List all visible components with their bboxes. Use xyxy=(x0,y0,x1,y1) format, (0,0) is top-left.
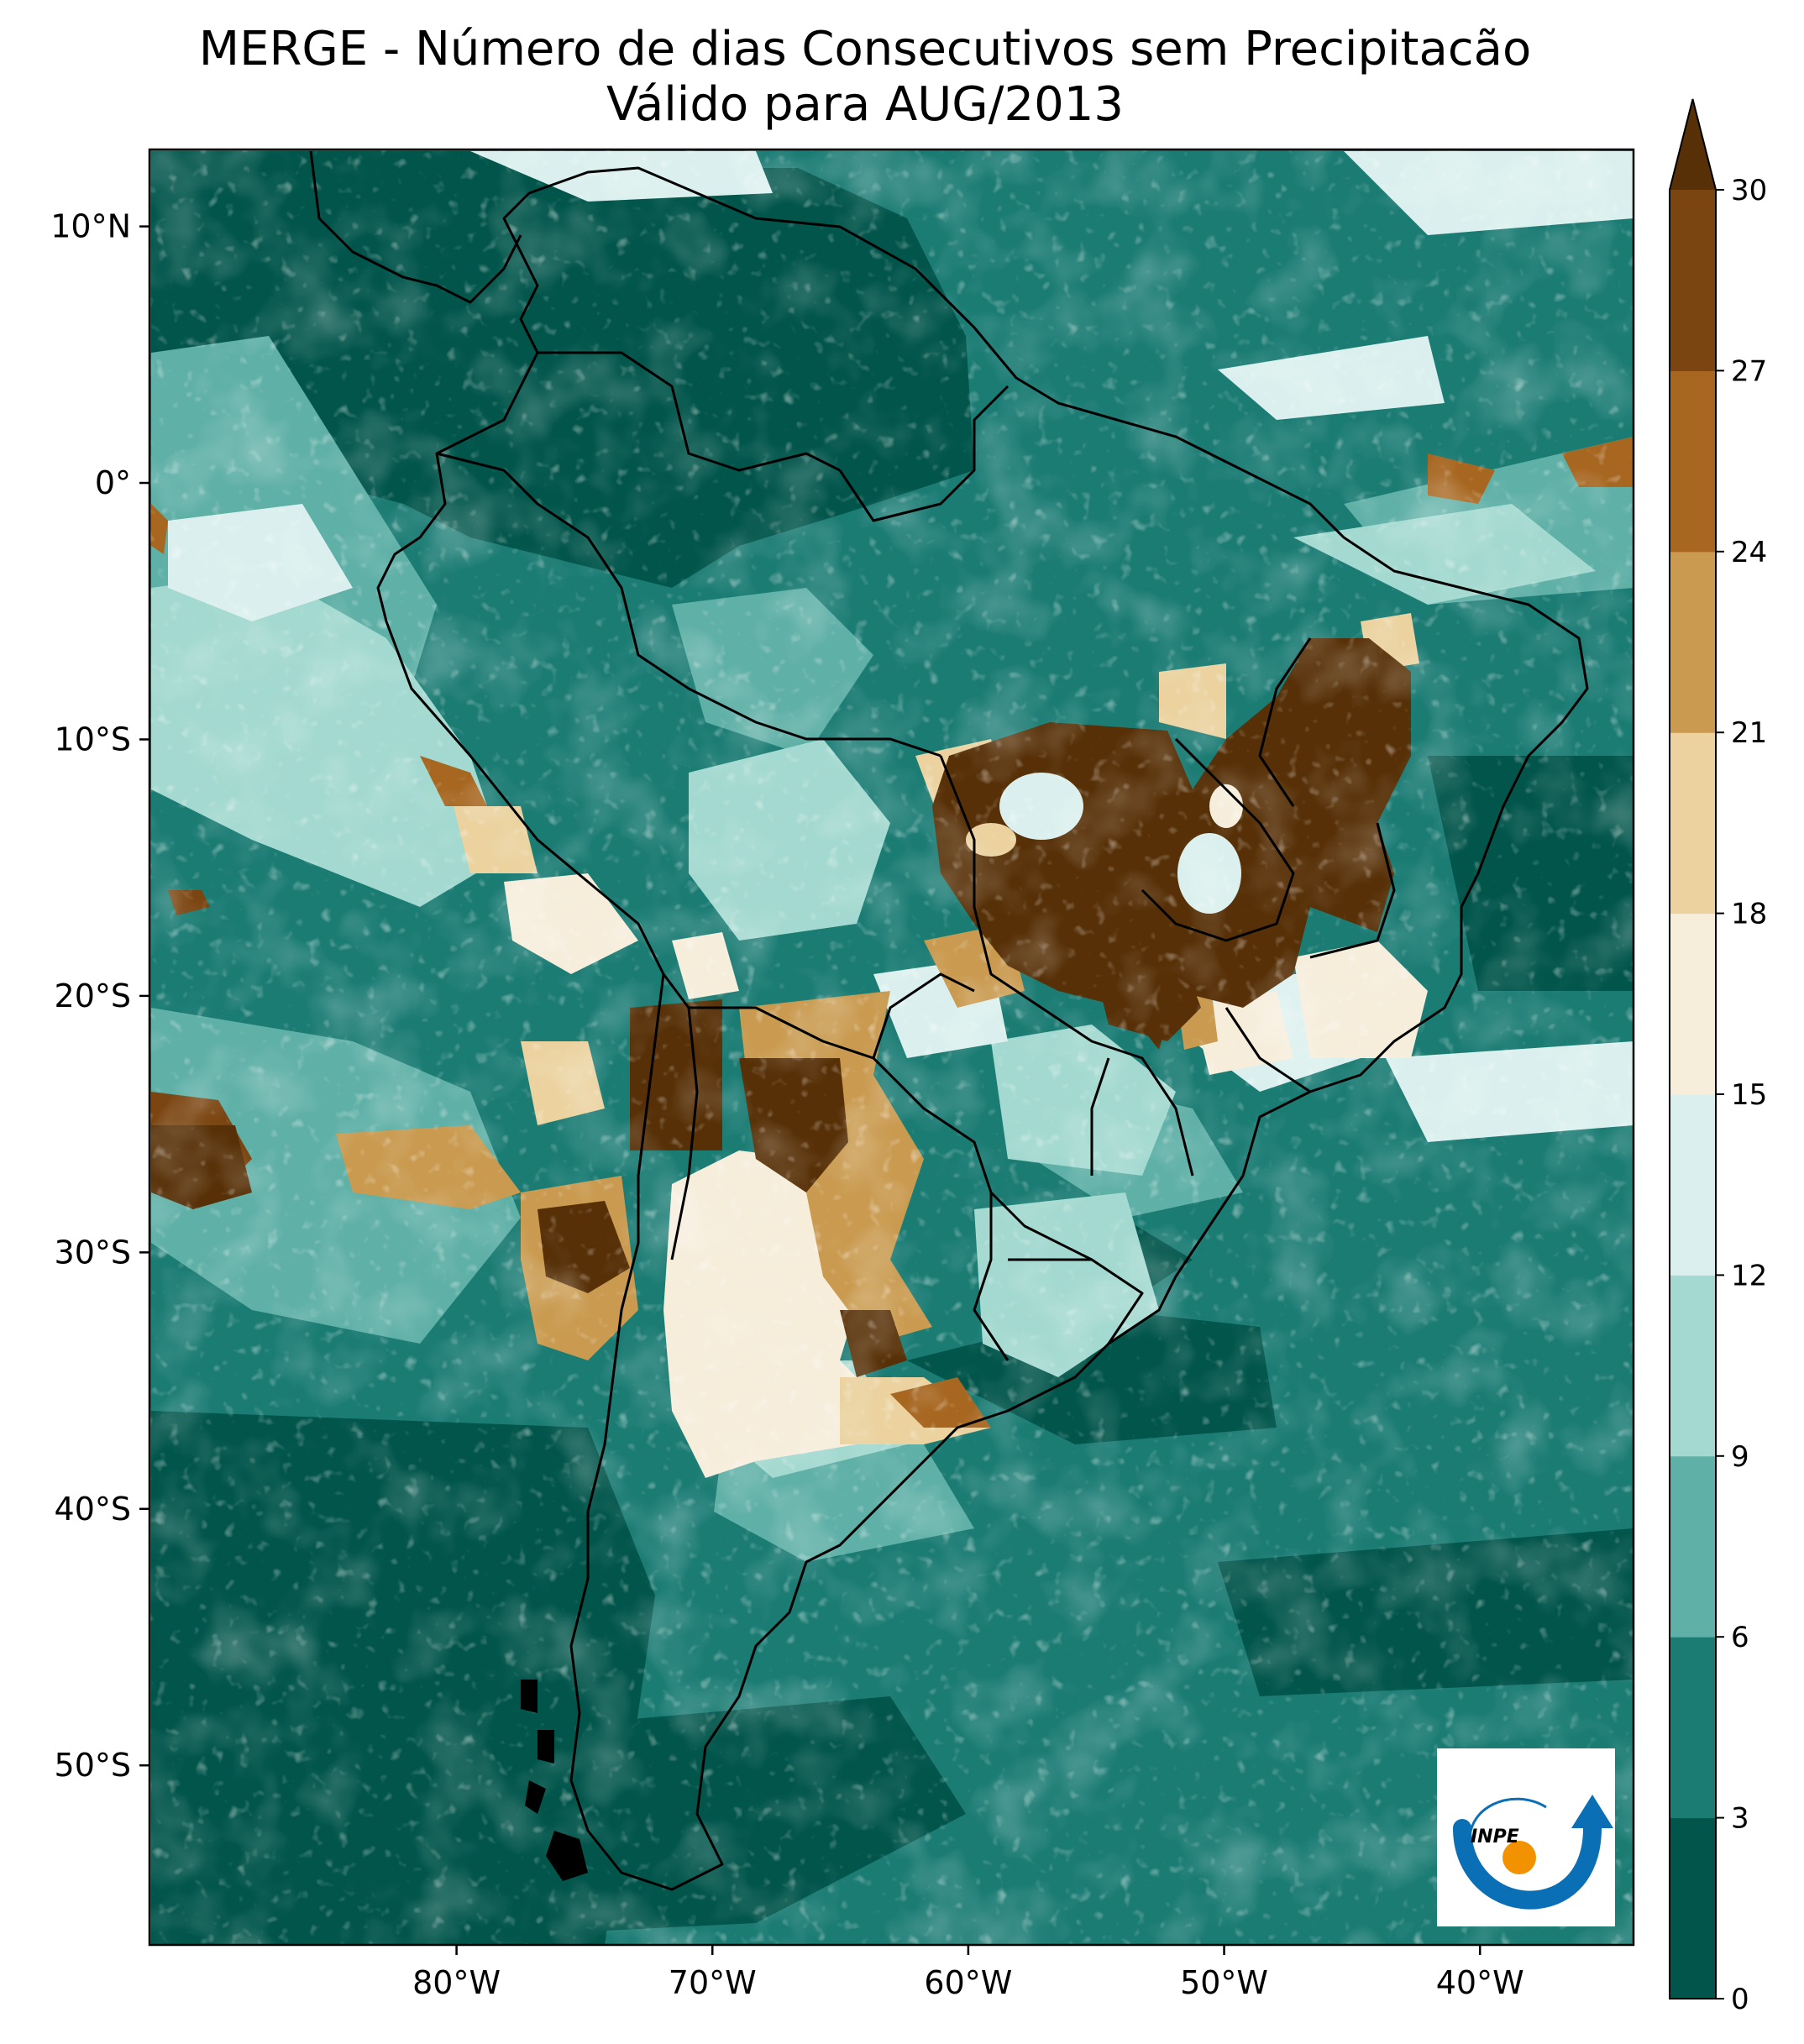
logo-arc-icon xyxy=(1453,1819,1602,1910)
colorbar-tick-label: 3 xyxy=(1731,1802,1749,1836)
colorbar-tick-label: 9 xyxy=(1731,1440,1749,1474)
colorbar-outline xyxy=(1669,98,1717,1999)
colorbar-tick-label: 15 xyxy=(1731,1078,1767,1112)
inpe-logo: INPE xyxy=(1437,1748,1615,1926)
colorbar-segment xyxy=(1670,551,1716,733)
colorbar-segment xyxy=(1670,1094,1716,1276)
lon-tick-label: 70°W xyxy=(669,1964,757,2001)
precipitation-field xyxy=(149,149,1634,1945)
map-frame xyxy=(148,148,1635,1947)
colorbar-tick-label: 24 xyxy=(1731,536,1767,569)
lat-tick-label: 20°S xyxy=(55,977,131,1014)
lat-tick-label: 40°S xyxy=(55,1491,131,1528)
lon-tick-label: 40°W xyxy=(1436,1964,1524,2001)
colorbar-tick-label: 18 xyxy=(1731,898,1767,931)
colorbar-segment xyxy=(1670,190,1716,371)
lon-tick-label: 60°W xyxy=(924,1964,1012,2001)
lat-tick-label: 10°N xyxy=(50,208,131,245)
colorbar-tick-label: 27 xyxy=(1731,354,1767,388)
colorbar-tick-label: 12 xyxy=(1731,1259,1767,1292)
colorbar-tick-label: 6 xyxy=(1731,1621,1749,1654)
patagonia-islands xyxy=(521,1680,588,1881)
logo-orbit-icon xyxy=(1468,1797,1547,1850)
longitude-axis: 80°W 70°W 60°W 50°W 40°W xyxy=(412,1945,1524,2001)
colorbar: 0 3 6 9 12 15 18 21 24 27 30 xyxy=(1669,98,1767,2016)
logo-arrow-icon xyxy=(1571,1795,1613,1828)
inpe-logo-graphic: INPE xyxy=(1453,1795,1613,1910)
lat-tick-label: 30°S xyxy=(55,1234,131,1271)
colorbar-segment xyxy=(1670,1275,1716,1457)
colorbar-tick-label: 0 xyxy=(1731,1983,1749,2016)
colorbar-tick-label: 30 xyxy=(1731,174,1767,207)
logo-sun-icon xyxy=(1502,1841,1536,1874)
colorbar-extend-arrow xyxy=(1670,99,1716,190)
lat-tick-label: 0° xyxy=(95,464,131,501)
map-subtitle: Válido para AUG/2013 xyxy=(606,77,1125,132)
colorbar-segment xyxy=(1670,732,1716,915)
latitude-axis: 10°N 0° 10°S 20°S 30°S 40°S 50°S xyxy=(50,208,149,1784)
lat-tick-label: 10°S xyxy=(55,721,131,757)
colorbar-segment xyxy=(1670,1817,1716,1999)
colorbar-tick-label: 21 xyxy=(1731,716,1767,750)
colorbar-segment xyxy=(1670,1455,1716,1638)
lon-tick-label: 80°W xyxy=(412,1964,501,2001)
lat-tick-label: 50°S xyxy=(55,1747,131,1784)
logo-text: INPE xyxy=(1471,1826,1519,1847)
lon-tick-label: 50°W xyxy=(1180,1964,1268,2001)
speckle-texture xyxy=(149,149,1634,1945)
coastline-and-borders xyxy=(309,150,1589,1891)
colorbar-segment xyxy=(1670,913,1716,1095)
colorbar-segment xyxy=(1670,370,1716,553)
map-title: MERGE - Número de dias Consecutivos sem … xyxy=(198,22,1532,76)
colorbar-segment xyxy=(1670,1637,1716,1819)
